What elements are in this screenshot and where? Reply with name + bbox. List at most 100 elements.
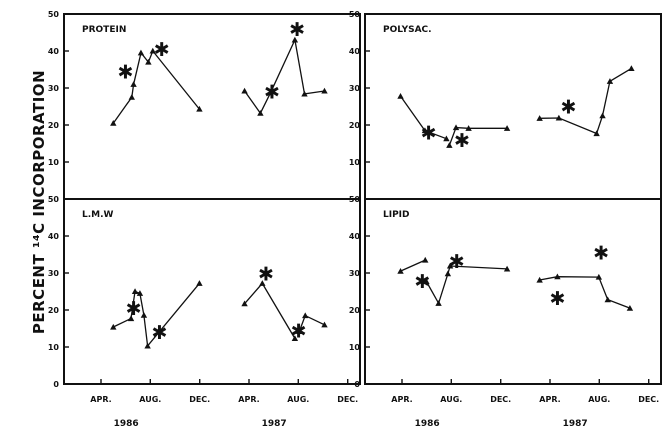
series-line-lipid: [425, 265, 508, 305]
y-tick-label: 40: [349, 232, 361, 241]
series-line-polysac: [448, 126, 508, 146]
data-point-triangle: [144, 342, 151, 349]
data-point-triangle: [446, 142, 453, 148]
data-point-triangle: [321, 321, 328, 328]
x-tick-label: AUG.: [588, 395, 610, 404]
data-point-triangle: [628, 65, 635, 71]
data-point-asterisk: ✱: [291, 320, 307, 342]
x-tick-label: APR.: [391, 395, 412, 404]
panel-label-lmw: L.M.W: [82, 210, 114, 220]
y-tick-label: 20: [48, 306, 60, 315]
y-tick-label: 40: [48, 232, 60, 241]
data-point-triangle: [397, 267, 404, 274]
data-point-triangle: [302, 312, 309, 319]
data-point-triangle: [452, 124, 460, 131]
y-tick-label: 10: [349, 343, 361, 352]
panel-lipid: LIPID ✱ ✱ ✱ ✱: [383, 210, 634, 311]
data-point-triangle: [626, 304, 634, 311]
data-point-triangle: [130, 81, 137, 87]
panel-protein: PROTEIN ✱ ✱ ✱ ✱: [82, 19, 328, 126]
axes: 10 20 30 40 50 0 10 20 30 40 50 APR. AUG. DEC. APR. AUG…: [48, 10, 659, 429]
data-point-asterisk: ✱: [154, 39, 170, 61]
plots: PROTEIN ✱ ✱ ✱ ✱ POLYSAC. ✱ ✱ ✱ L.M.W ✱ ✱ ✱ ✱ LIPID ✱ ✱ ✱ ✱: [82, 19, 635, 349]
panel-polysac: POLYSAC. ✱ ✱ ✱: [383, 25, 635, 152]
series-line-protein: [244, 37, 325, 115]
x-tick-label: APR.: [238, 395, 259, 404]
data-point-triangle: [599, 112, 606, 119]
y-tick-label: 20: [349, 306, 361, 315]
x-tick-label: AUG.: [440, 395, 462, 404]
x-tick-label: APR.: [90, 395, 111, 404]
data-point-asterisk: ✱: [593, 243, 609, 265]
data-point-triangle: [136, 290, 144, 296]
data-point-asterisk: ✱: [289, 19, 305, 41]
data-point-triangle: [267, 89, 274, 96]
y-tick-label: 30: [349, 269, 361, 278]
x-tick-label: DEC.: [337, 395, 358, 404]
year-label: 1987: [563, 419, 588, 429]
x-tick-label: AUG.: [139, 395, 161, 404]
data-point-asterisk: ✱: [151, 322, 167, 344]
data-point-triangle: [444, 270, 452, 277]
data-point-triangle: [465, 125, 472, 131]
x-tick-label: AUG.: [287, 395, 309, 404]
y-tick-label: 10: [48, 158, 60, 167]
data-point-triangle: [301, 90, 308, 97]
data-point-triangle: [446, 262, 454, 269]
data-point-triangle: [604, 296, 611, 303]
data-point-triangle: [593, 130, 600, 137]
data-point-triangle: [145, 58, 152, 65]
data-point-asterisk: ✱: [126, 298, 142, 320]
data-point-asterisk: ✱: [258, 264, 274, 286]
y-tick-label: 0: [354, 380, 360, 389]
data-point-triangle: [503, 125, 511, 131]
data-point-asterisk: ✱: [454, 130, 470, 152]
y-tick-label: 30: [349, 84, 361, 93]
panel-label-lipid: LIPID: [383, 210, 410, 220]
data-point-triangle: [536, 276, 543, 283]
y-tick-label: 20: [349, 121, 361, 130]
data-point-triangle: [423, 278, 430, 285]
data-point-triangle: [241, 300, 248, 307]
data-point-triangle: [137, 49, 145, 56]
data-point-triangle: [110, 119, 117, 126]
y-tick-label: 40: [48, 47, 60, 56]
data-point-triangle: [555, 114, 563, 121]
data-point-asterisk: ✱: [264, 82, 280, 104]
y-tick-label: 20: [48, 121, 60, 130]
data-point-triangle: [503, 265, 511, 272]
year-label: 1986: [114, 419, 139, 429]
y-tick-label: 0: [53, 380, 59, 389]
data-point-asterisk: ✱: [449, 251, 465, 273]
data-point-triangle: [259, 280, 266, 286]
data-point-triangle: [128, 94, 135, 100]
data-point-triangle: [606, 78, 614, 84]
data-point-triangle: [257, 109, 264, 116]
data-point-triangle: [321, 87, 328, 94]
series-line-lipid: [400, 259, 426, 272]
x-tick-label: DEC.: [638, 395, 659, 404]
panel-label-protein: PROTEIN: [82, 25, 126, 35]
y-tick-label: 50: [349, 195, 361, 204]
y-tick-label: 50: [48, 195, 60, 204]
data-point-triangle: [536, 115, 543, 121]
x-tick-label: DEC.: [189, 395, 210, 404]
panel-lmw: L.M.W ✱ ✱ ✱ ✱: [82, 210, 328, 349]
data-point-asterisk: ✱: [549, 288, 565, 310]
data-point-triangle: [131, 288, 139, 295]
year-label: 1986: [415, 419, 440, 429]
data-point-triangle: [196, 280, 203, 286]
data-point-asterisk: ✱: [421, 122, 437, 144]
data-point-triangle: [554, 273, 561, 280]
x-tick-label: APR.: [539, 395, 560, 404]
y-tick-label: 50: [349, 10, 361, 19]
data-point-triangle: [397, 92, 404, 99]
data-point-triangle: [421, 127, 429, 134]
data-point-asterisk: ✱: [117, 61, 133, 83]
panel-frames: [63, 13, 662, 385]
data-point-asterisk: ✱: [561, 97, 577, 119]
data-point-triangle: [291, 335, 299, 342]
y-tick-label: 50: [48, 10, 60, 19]
series-line-polysac: [539, 67, 632, 135]
